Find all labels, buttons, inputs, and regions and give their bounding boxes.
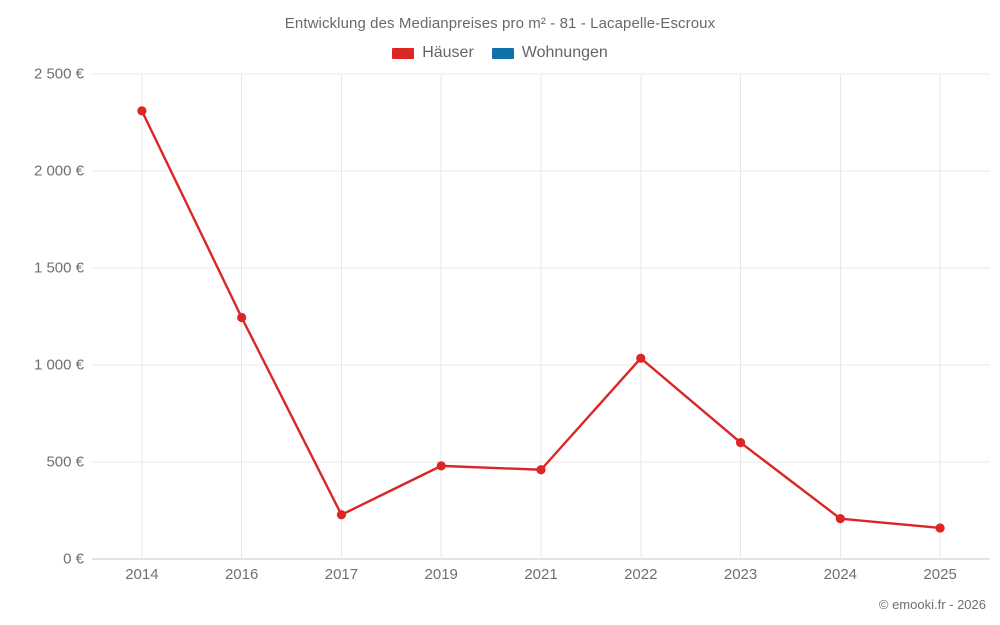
- data-point[interactable]: [536, 465, 546, 475]
- data-point[interactable]: [636, 353, 646, 363]
- x-tick-label: 2022: [624, 566, 658, 583]
- data-point[interactable]: [935, 523, 945, 533]
- y-tick-label: 1 500 €: [33, 259, 84, 277]
- x-tick-label: 2014: [125, 566, 159, 583]
- y-axis-labels: 0 € 500 € 1 000 € 1 500 € 2 000 € 2 500 €: [0, 0, 84, 625]
- plot-area: [92, 73, 990, 560]
- x-tick-label: 2016: [224, 566, 259, 583]
- legend-item-hauser[interactable]: Häuser: [392, 44, 474, 62]
- data-point[interactable]: [336, 510, 347, 520]
- x-tick-label: 2025: [923, 566, 957, 583]
- y-tick-label: 500 €: [46, 453, 84, 471]
- chart-title: Entwicklung des Medianpreises pro m² - 8…: [284, 15, 716, 32]
- legend-swatch-wohnungen: [491, 47, 514, 59]
- data-point[interactable]: [237, 312, 247, 323]
- y-tick-label: 1 000 €: [33, 356, 84, 374]
- y-tick-label: 0 €: [63, 550, 84, 568]
- x-tick-label: 2024: [823, 566, 858, 583]
- x-tick-label: 2021: [524, 566, 558, 583]
- data-point[interactable]: [835, 514, 845, 524]
- x-tick-label: 2023: [723, 566, 758, 583]
- x-tick-label: 2017: [324, 566, 359, 583]
- y-tick-label: 2 500 €: [33, 65, 84, 83]
- data-point[interactable]: [735, 438, 746, 448]
- legend-label-wohnungen: Wohnungen: [521, 44, 608, 61]
- data-point[interactable]: [436, 461, 446, 471]
- x-tick-label: 2019: [424, 566, 458, 583]
- legend-swatch-hauser: [392, 47, 415, 59]
- grid-lines: [92, 73, 990, 560]
- chart-legend: Häuser Wohnungen: [0, 44, 1000, 62]
- series-points: [137, 106, 945, 533]
- credits-label: © emooki.fr - 2026: [878, 597, 986, 612]
- legend-item-wohnungen[interactable]: Wohnungen: [491, 44, 608, 62]
- plot-svg: [92, 73, 990, 560]
- data-point[interactable]: [137, 106, 147, 116]
- legend-label-hauser: Häuser: [422, 44, 474, 61]
- y-tick-label: 2 000 €: [33, 162, 84, 180]
- x-axis-labels: 2014 2016 2017 2019 2021 2022 2023 2024 2025: [0, 566, 1000, 592]
